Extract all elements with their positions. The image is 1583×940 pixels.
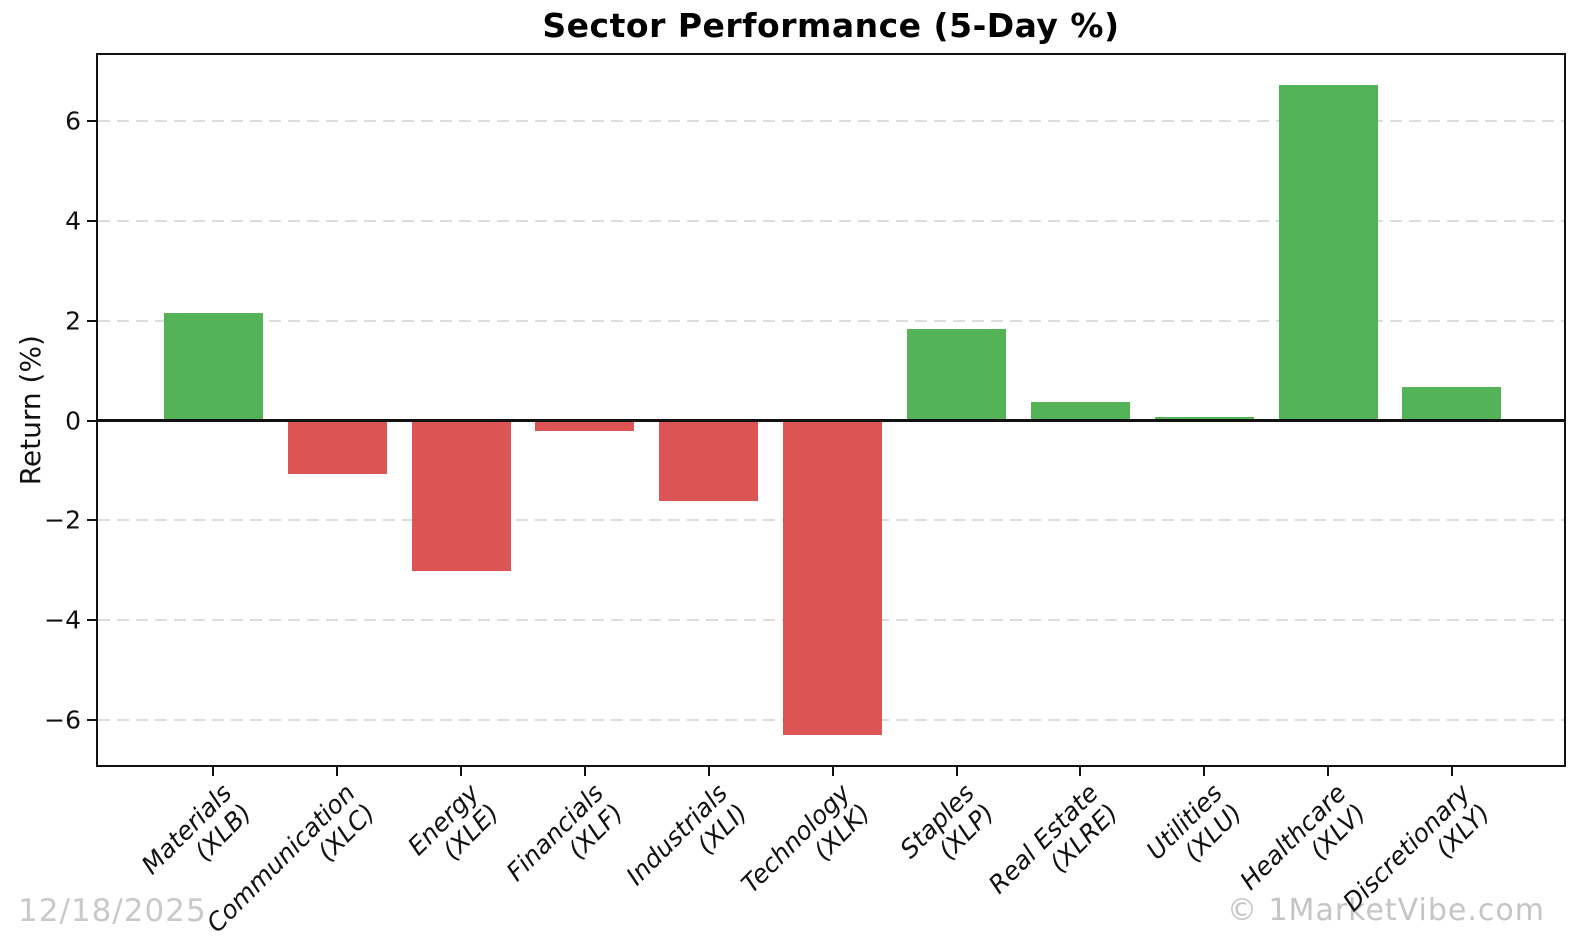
y-tick-label: 0 xyxy=(65,406,81,435)
x-tick-label-xlu: Utilities (XLU) xyxy=(1141,778,1248,885)
x-tick-mark xyxy=(212,767,215,776)
y-tick-label: 2 xyxy=(65,306,81,336)
x-tick-mark xyxy=(460,767,463,776)
bar-materials xyxy=(163,312,263,421)
x-tick-mark xyxy=(1203,767,1206,776)
x-tick-mark xyxy=(707,767,710,776)
gridline xyxy=(98,219,1564,222)
x-tick-label-xlp: Staples (XLP) xyxy=(895,778,1001,884)
zero-axis-line xyxy=(98,419,1564,422)
bar-discretionary xyxy=(1402,387,1502,421)
y-tick-mark xyxy=(87,219,96,222)
y-tick-mark xyxy=(87,119,96,122)
y-tick-mark xyxy=(87,719,96,722)
y-tick-mark xyxy=(87,419,96,422)
bar-industrials xyxy=(659,420,759,502)
y-tick-mark xyxy=(87,619,96,622)
bar-technology xyxy=(783,420,883,735)
y-tick-label: −2 xyxy=(44,505,81,535)
x-tick-mark xyxy=(1327,767,1330,776)
x-tick-label-xlk: Technology (XLK) xyxy=(736,778,876,918)
x-tick-label-xli: Industrials (XLI) xyxy=(620,778,752,911)
x-tick-mark xyxy=(336,767,339,776)
y-tick-label: −6 xyxy=(44,705,81,735)
y-axis-label-container: Return (%) xyxy=(10,53,50,767)
watermark-credit: © 1MarketVibe.com xyxy=(1226,893,1545,928)
x-tick-mark xyxy=(955,767,958,776)
bar-communication xyxy=(287,420,387,474)
y-axis-label: Return (%) xyxy=(13,334,47,486)
bar-financials xyxy=(535,420,635,431)
y-tick-mark xyxy=(87,519,96,522)
bar-staples xyxy=(907,329,1006,421)
gridline xyxy=(98,119,1564,122)
x-tick-mark xyxy=(1450,767,1453,776)
plot-area xyxy=(96,53,1566,767)
gridline xyxy=(98,319,1564,322)
chart-title: Sector Performance (5-Day %) xyxy=(542,6,1120,45)
bar-energy xyxy=(411,420,511,572)
x-tick-label-xlre: Real Estate (XLRE) xyxy=(983,778,1124,919)
bar-healthcare xyxy=(1278,84,1378,421)
bar-real-estate xyxy=(1030,402,1130,421)
x-tick-mark xyxy=(583,767,586,776)
y-tick-mark xyxy=(87,319,96,322)
x-tick-mark xyxy=(831,767,834,776)
bar-utilities xyxy=(1154,416,1254,421)
x-tick-label-xle: Energy (XLE) xyxy=(402,778,505,881)
y-tick-label: 4 xyxy=(65,206,81,236)
x-tick-mark xyxy=(1079,767,1082,776)
date-stamp: 12/18/2025 xyxy=(18,893,207,929)
x-tick-label-xlf: Financials (XLF) xyxy=(500,778,628,907)
y-tick-label: 6 xyxy=(65,106,81,136)
y-tick-label: −4 xyxy=(44,605,81,635)
